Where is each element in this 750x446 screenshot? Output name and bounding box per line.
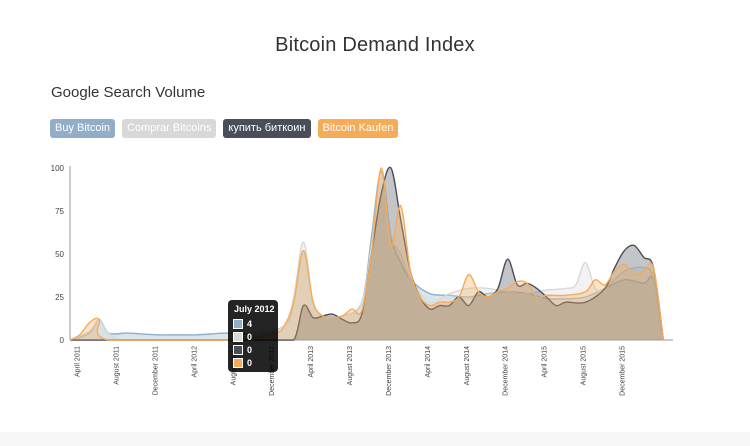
x-tick-label: August 2014: [464, 346, 471, 385]
chart-subtitle: Google Search Volume: [51, 84, 206, 101]
series-line-3: [69, 167, 664, 341]
x-tick-label: April 2012: [191, 346, 198, 378]
tooltip-value: 4: [247, 318, 253, 329]
tooltip-swatch: [233, 357, 243, 368]
tooltip-value: 0: [247, 344, 253, 355]
tooltip-row: 4: [233, 318, 252, 329]
legend-item-kupit-bitkoin[interactable]: купить биткоин: [223, 119, 311, 138]
y-tick-label: 0: [60, 336, 65, 345]
x-tick-label: December 2011: [153, 346, 160, 395]
y-tick-label: 100: [51, 164, 65, 173]
x-tick-label: April 2015: [542, 346, 549, 378]
tooltip-row: 0: [233, 344, 252, 355]
tooltip-swatch: [233, 318, 243, 329]
x-tick-label: December 2013: [386, 346, 393, 396]
page-title: Bitcoin Demand Index: [275, 34, 475, 56]
y-tick-label: 75: [55, 207, 64, 216]
series-area-1: [70, 176, 664, 340]
x-tick-label: April 2013: [308, 346, 315, 378]
x-tick-label: August 2011: [114, 346, 121, 385]
legend: Buy Bitcoin Comprar Bitcoins купить битк…: [50, 119, 399, 138]
x-tick-label: August 2013: [347, 346, 354, 385]
x-tick-label: December 2014: [503, 346, 510, 396]
tooltip-value: 0: [247, 357, 253, 368]
legend-item-buy-bitcoin[interactable]: Buy Bitcoin: [50, 119, 116, 138]
tooltip-value: 0: [247, 331, 253, 342]
y-tick-label: 25: [55, 293, 64, 302]
tooltip-title: July 2012: [234, 304, 275, 314]
series-area-0: [70, 171, 664, 340]
footer-band: [0, 432, 750, 446]
legend-item-bitcoin-kaufen[interactable]: Bitcoin Kaufen: [317, 119, 399, 138]
x-tick-label: August 2015: [580, 346, 587, 385]
x-tick-label: April 2014: [425, 346, 432, 378]
x-tick-label: December 2015: [619, 346, 626, 396]
series-area-2: [70, 167, 664, 340]
y-tick-label: 50: [55, 250, 64, 259]
tooltip-row: 0: [233, 357, 252, 368]
series-area-3: [70, 167, 664, 340]
tooltip-swatch: [233, 331, 243, 342]
tooltip: July 2012 4 0 0 0: [228, 300, 278, 372]
x-tick-label: April 2011: [75, 346, 82, 377]
tooltip-row: 0: [233, 331, 252, 342]
tooltip-swatch: [233, 344, 243, 355]
legend-item-comprar-bitcoins[interactable]: Comprar Bitcoins: [122, 119, 217, 138]
